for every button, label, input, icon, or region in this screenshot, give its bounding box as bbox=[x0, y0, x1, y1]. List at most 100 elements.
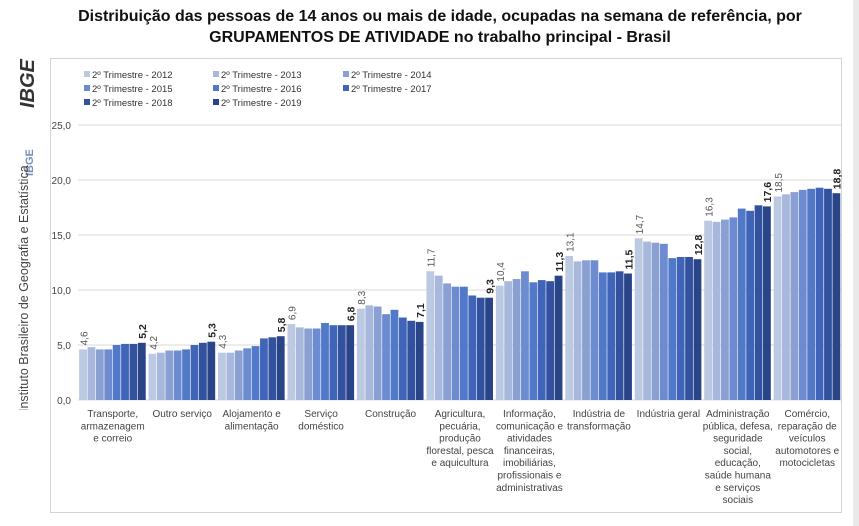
bar bbox=[798, 189, 807, 400]
data-label-last: 6,8 bbox=[345, 306, 357, 321]
bar bbox=[287, 324, 296, 400]
bar bbox=[504, 281, 513, 400]
legend-entry: 2º Trimestre - 2018 bbox=[92, 98, 173, 109]
data-label-first: 6,9 bbox=[288, 306, 299, 320]
bar bbox=[251, 346, 260, 400]
window-edge bbox=[853, 0, 859, 526]
data-label-first: 11,7 bbox=[427, 248, 438, 267]
bar bbox=[485, 297, 493, 400]
bar bbox=[495, 285, 504, 400]
bar bbox=[782, 194, 790, 400]
bar bbox=[815, 187, 824, 400]
x-category-label: Comércio, bbox=[784, 409, 830, 420]
y-tick-label: 0,0 bbox=[57, 396, 71, 407]
data-label-first: 16,3 bbox=[704, 197, 715, 217]
bar bbox=[737, 208, 746, 400]
bar bbox=[373, 306, 382, 400]
bar bbox=[643, 241, 651, 400]
bar bbox=[693, 259, 702, 400]
bar bbox=[573, 261, 582, 400]
bar bbox=[243, 348, 252, 400]
x-category-label: Alojamento e bbox=[222, 409, 281, 420]
bar bbox=[634, 238, 643, 400]
chart-title-line2: GRUPAMENTOS DE ATIVIDADE no trabalho pri… bbox=[209, 29, 671, 46]
bar bbox=[337, 325, 346, 400]
bar bbox=[329, 325, 338, 400]
y-tick-label: 10,0 bbox=[52, 286, 72, 297]
bar bbox=[651, 242, 660, 400]
bar bbox=[173, 350, 182, 400]
bar bbox=[590, 260, 599, 400]
bar bbox=[407, 320, 416, 400]
bar bbox=[398, 317, 407, 400]
bar bbox=[198, 342, 207, 400]
chart-title: Distribuição das pessoas de 14 anos ou m… bbox=[60, 6, 820, 48]
data-label-last: 5,8 bbox=[276, 317, 288, 332]
x-category-label: imobiliárias, bbox=[503, 458, 556, 469]
x-category-label: comunicação e bbox=[496, 421, 564, 432]
data-label-first: 8,3 bbox=[357, 290, 368, 304]
bar bbox=[218, 352, 226, 400]
bar bbox=[685, 257, 693, 400]
ibge-logo: IBGE bbox=[17, 58, 39, 108]
legend-entry: 2º Trimestre - 2012 bbox=[92, 70, 173, 81]
legend-entry: 2º Trimestre - 2016 bbox=[221, 84, 302, 95]
bar bbox=[704, 220, 713, 400]
data-label-last: 5,2 bbox=[137, 324, 149, 339]
legend-swatch bbox=[213, 71, 219, 77]
bar bbox=[295, 327, 304, 400]
bar bbox=[565, 255, 574, 400]
bar bbox=[582, 260, 590, 400]
x-category-label: florestal, pesca bbox=[426, 446, 494, 457]
bar bbox=[321, 323, 329, 400]
x-category-label: educação, bbox=[715, 458, 761, 469]
x-category-label: pecuária, bbox=[439, 421, 480, 432]
chart-title-line1: Distribuição das pessoas de 14 anos ou m… bbox=[78, 8, 802, 25]
x-category-label: saúde humana bbox=[705, 471, 772, 482]
data-label-first: 18,5 bbox=[774, 173, 785, 193]
bar bbox=[390, 309, 399, 400]
x-category-label: alimentação bbox=[225, 421, 279, 432]
x-category-label: e aquicultura bbox=[431, 458, 489, 469]
bar bbox=[746, 210, 755, 400]
bar bbox=[712, 221, 721, 400]
bar bbox=[729, 217, 738, 400]
x-category-label: e correio bbox=[93, 434, 132, 445]
data-labels: 4,6 5,24,2 5,34,3 5,86,9 6,88,3 7,1 11,7 9,310,… bbox=[79, 169, 843, 350]
x-category-label: transformação bbox=[567, 421, 631, 432]
bar bbox=[537, 280, 546, 400]
bar bbox=[226, 352, 235, 400]
legend-entry: 2º Trimestre - 2015 bbox=[92, 84, 173, 95]
ibge-small-text: IBGE bbox=[24, 149, 36, 176]
bar bbox=[79, 349, 87, 400]
x-category-label: profissionais e bbox=[497, 471, 561, 482]
bars bbox=[79, 187, 841, 400]
data-label-first: 4,3 bbox=[218, 334, 229, 348]
bar bbox=[312, 328, 321, 400]
legend-swatch bbox=[213, 99, 219, 105]
y-axis: 0,0 5,0 10,0 15,0 20,0 25,0 bbox=[52, 121, 72, 407]
x-category-label: sociais bbox=[723, 495, 754, 506]
bar bbox=[721, 219, 729, 400]
ibge-logo-text: IBGE bbox=[17, 58, 39, 108]
x-category-label: atividades bbox=[507, 434, 552, 445]
bar bbox=[754, 205, 763, 400]
bar bbox=[434, 275, 443, 400]
legend-swatch bbox=[343, 71, 349, 77]
y-tick-label: 25,0 bbox=[52, 121, 72, 132]
bar bbox=[659, 243, 668, 400]
data-label-last: 7,1 bbox=[415, 303, 427, 318]
data-label-last: 5,3 bbox=[207, 323, 219, 338]
bar bbox=[112, 345, 121, 400]
legend-swatch bbox=[84, 99, 90, 105]
x-category-label: Construção bbox=[365, 409, 417, 420]
bar bbox=[156, 352, 165, 400]
data-label-last: 12,8 bbox=[693, 235, 705, 256]
bar bbox=[598, 272, 607, 400]
bar bbox=[104, 349, 113, 400]
bar bbox=[165, 350, 174, 400]
bar bbox=[763, 206, 771, 400]
bar bbox=[95, 349, 104, 400]
bar bbox=[190, 345, 199, 400]
data-label-last: 9,3 bbox=[484, 279, 496, 294]
